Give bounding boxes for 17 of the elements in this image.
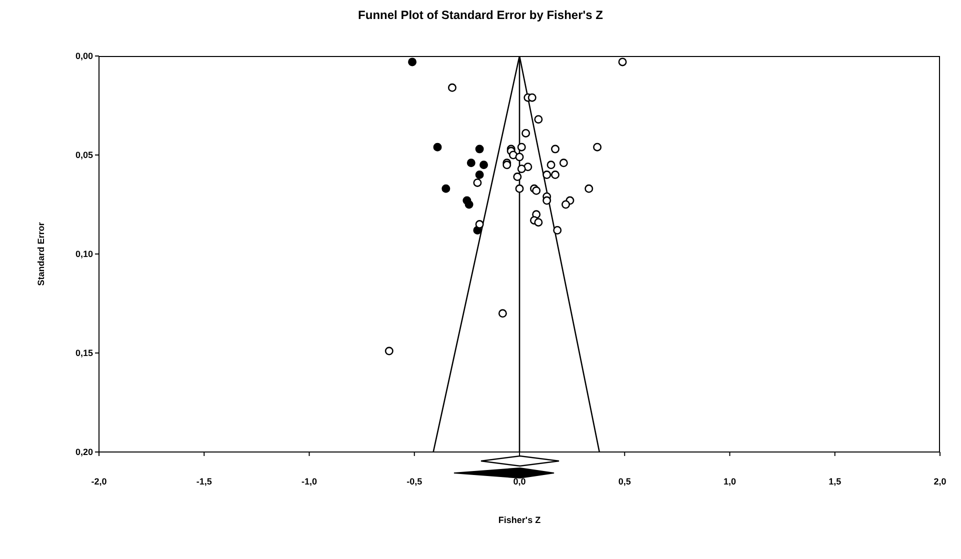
x-tick-label: 1,0 xyxy=(723,476,736,486)
x-tick-label: 0,5 xyxy=(618,476,631,486)
y-tick-label: 0,20 xyxy=(75,447,93,458)
y-tick-label: 0,10 xyxy=(75,249,93,260)
y-tick-label: 0,00 xyxy=(75,51,93,62)
x-tick-label: 2,0 xyxy=(934,476,946,486)
x-tick-label: -1,0 xyxy=(301,476,318,486)
x-tick-label: 0,0 xyxy=(513,476,526,486)
chart-title: Funnel Plot of Standard Error by Fisher's Z xyxy=(357,8,604,22)
y-axis-title: Standard Error xyxy=(36,222,46,286)
y-tick-label: 0,05 xyxy=(75,150,93,160)
x-tick-label: -2,0 xyxy=(91,476,107,486)
y-tick-label: 0,15 xyxy=(75,348,93,358)
x-axis-title: Fisher's Z xyxy=(498,515,542,525)
x-tick-label: -0,5 xyxy=(406,476,422,486)
x-tick-label: -1,5 xyxy=(196,476,212,486)
x-tick-label: 1,5 xyxy=(828,476,842,486)
